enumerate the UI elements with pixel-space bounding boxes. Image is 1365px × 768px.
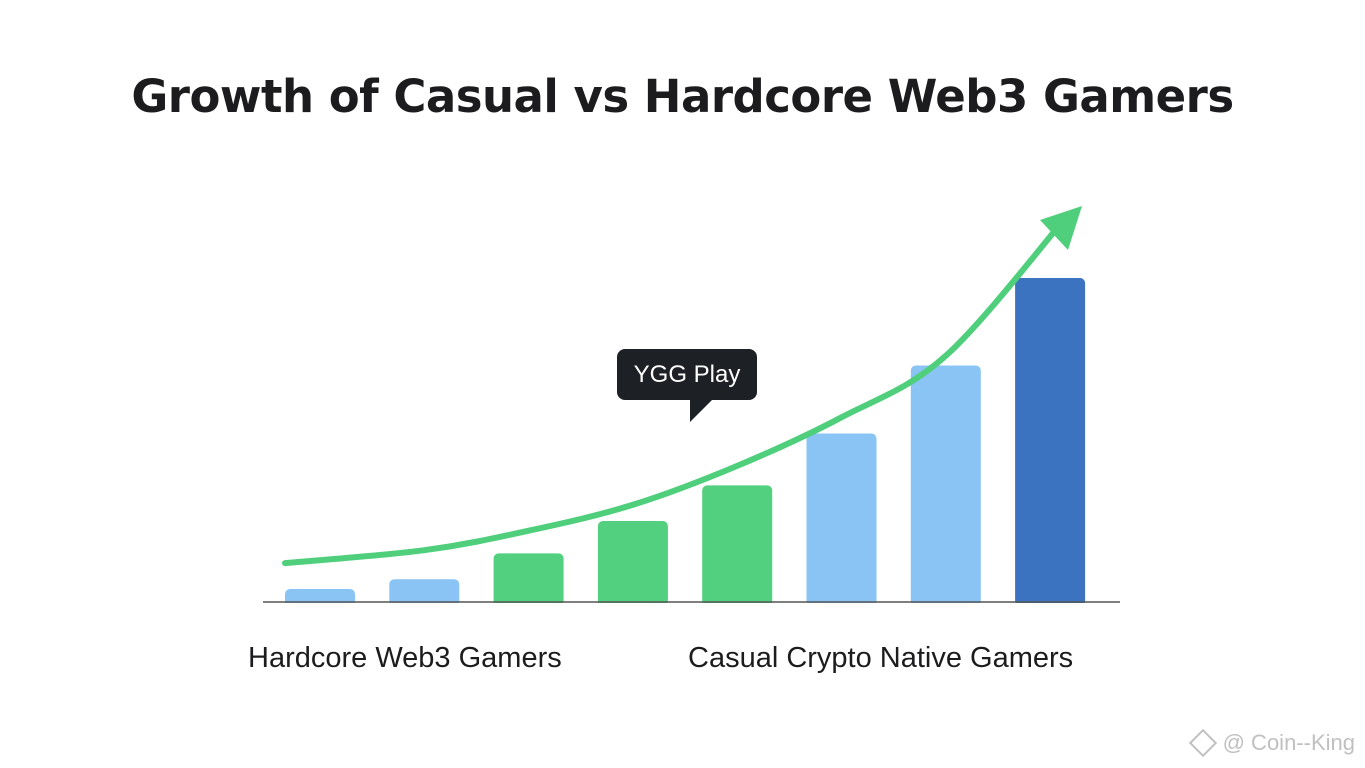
trend-arrow-head: [1040, 206, 1082, 250]
bar-3: [493, 553, 564, 606]
group-label-hardcore: Hardcore Web3 Gamers: [248, 642, 562, 674]
group-label-casual: Casual Crypto Native Gamers: [688, 642, 1074, 674]
trend-arrow-line: [282, 212, 1071, 567]
bar-7: [910, 365, 981, 606]
chart-title: Growth of Casual vs Hardcore Web3 Gamers: [131, 70, 1234, 123]
bar-6: [806, 433, 877, 606]
watermark: @ Coin--King: [1188, 728, 1355, 758]
ygg-play-callout: YGG Play: [617, 349, 757, 400]
baseline-mask: [263, 603, 1123, 611]
bar-4: [597, 521, 668, 606]
trend-layer: [282, 206, 1082, 567]
watermark-text: @ Coin--King: [1222, 730, 1355, 755]
binance-logo-icon: [1188, 728, 1217, 758]
bar-8: [1015, 278, 1086, 606]
bars-layer: [263, 278, 1123, 611]
callout-pointer: [690, 398, 714, 422]
bar-5: [702, 485, 773, 606]
bar-2: [389, 579, 460, 606]
